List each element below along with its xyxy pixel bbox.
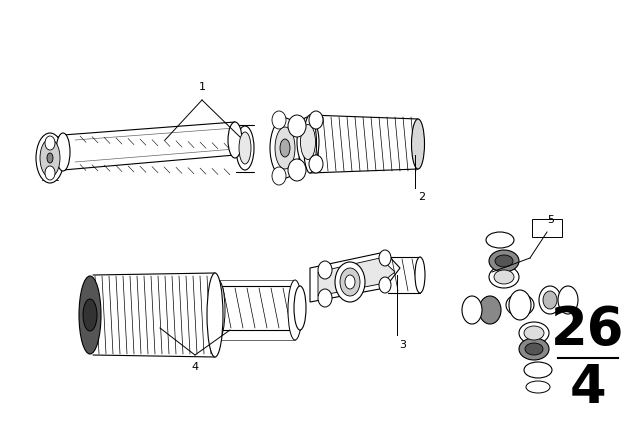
FancyBboxPatch shape: [532, 219, 562, 237]
Text: 2: 2: [418, 192, 425, 202]
Ellipse shape: [40, 139, 60, 177]
Ellipse shape: [47, 153, 53, 163]
Ellipse shape: [524, 326, 544, 340]
Ellipse shape: [272, 167, 286, 185]
Text: 4: 4: [570, 362, 606, 414]
Ellipse shape: [79, 276, 101, 354]
Ellipse shape: [558, 286, 578, 314]
Ellipse shape: [524, 362, 552, 378]
Ellipse shape: [539, 286, 561, 314]
Ellipse shape: [509, 290, 531, 320]
Ellipse shape: [519, 322, 549, 344]
Ellipse shape: [36, 133, 64, 183]
Ellipse shape: [275, 127, 295, 169]
Ellipse shape: [207, 273, 223, 357]
Ellipse shape: [309, 155, 323, 173]
Ellipse shape: [45, 166, 55, 180]
Ellipse shape: [270, 118, 300, 178]
Polygon shape: [310, 252, 400, 302]
Ellipse shape: [415, 257, 425, 293]
Ellipse shape: [280, 139, 290, 157]
Ellipse shape: [412, 119, 424, 169]
Ellipse shape: [379, 277, 391, 293]
Ellipse shape: [228, 122, 242, 158]
Text: 26: 26: [551, 304, 625, 356]
Ellipse shape: [83, 299, 97, 331]
Ellipse shape: [345, 275, 355, 289]
Ellipse shape: [340, 268, 360, 296]
Ellipse shape: [495, 255, 513, 267]
Ellipse shape: [45, 136, 55, 150]
Ellipse shape: [239, 132, 251, 164]
Ellipse shape: [56, 133, 70, 171]
Text: 5: 5: [547, 215, 554, 225]
Ellipse shape: [489, 250, 519, 272]
Ellipse shape: [525, 343, 543, 355]
Ellipse shape: [236, 126, 254, 170]
Ellipse shape: [479, 296, 501, 324]
Ellipse shape: [489, 266, 519, 288]
Text: 1: 1: [198, 82, 205, 92]
Ellipse shape: [462, 296, 482, 324]
Ellipse shape: [526, 381, 550, 393]
Polygon shape: [318, 258, 395, 296]
Ellipse shape: [318, 289, 332, 307]
Ellipse shape: [288, 280, 302, 340]
Ellipse shape: [318, 261, 332, 279]
Ellipse shape: [379, 250, 391, 266]
Ellipse shape: [543, 291, 557, 309]
Ellipse shape: [486, 232, 514, 248]
Ellipse shape: [288, 115, 306, 137]
Ellipse shape: [494, 270, 514, 284]
Ellipse shape: [301, 125, 316, 159]
Ellipse shape: [335, 262, 365, 302]
Ellipse shape: [506, 294, 534, 316]
Ellipse shape: [519, 338, 549, 360]
Ellipse shape: [309, 111, 323, 129]
Ellipse shape: [272, 111, 286, 129]
Ellipse shape: [211, 280, 225, 340]
Ellipse shape: [288, 159, 306, 181]
Text: 4: 4: [191, 362, 198, 372]
Ellipse shape: [303, 115, 317, 173]
Ellipse shape: [297, 117, 319, 167]
Ellipse shape: [294, 286, 306, 330]
Text: 3: 3: [399, 340, 406, 350]
